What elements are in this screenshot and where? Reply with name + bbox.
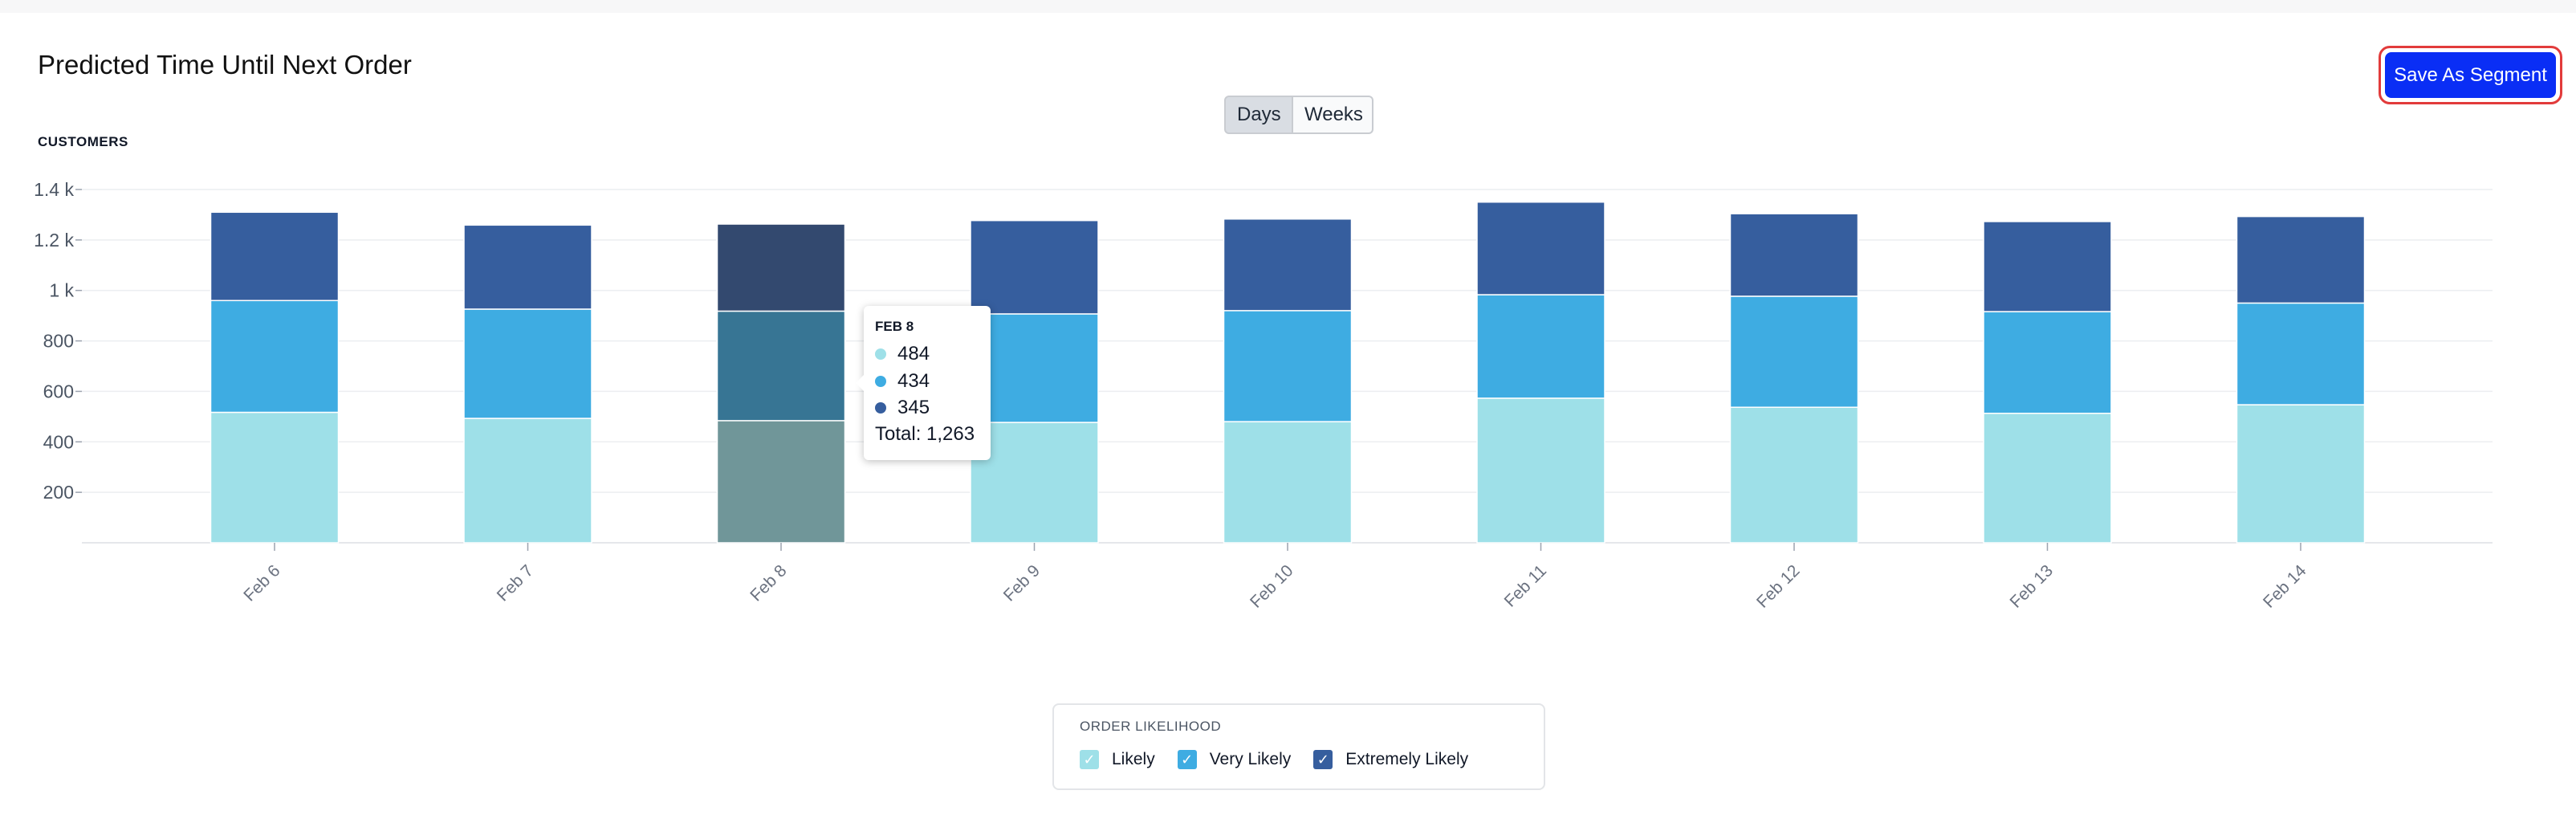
x-tick-label: Feb 12 (1753, 561, 1804, 610)
tooltip-value-extremely-likely: 345 (897, 397, 930, 418)
legend-items: ✓ Likely ✓ Very Likely ✓ Extremely Likel… (1080, 750, 1491, 769)
bar-segment-very-likely[interactable] (463, 308, 592, 419)
legend-item-extremely-likely[interactable]: ✓ Extremely Likely (1313, 750, 1468, 769)
x-tick-label: Feb 8 (747, 561, 790, 605)
top-strip (0, 0, 2576, 13)
bar-segment-extremely-likely[interactable] (1983, 221, 2112, 312)
tooltip-total: Total: 1,263 (875, 423, 975, 445)
tooltip-value-very-likely: 434 (897, 370, 930, 392)
tooltip-dot-extremely-likely (875, 402, 886, 414)
tooltip-dot-very-likely (875, 376, 886, 387)
y-tick-label: 400 (43, 431, 74, 452)
days-toggle-button[interactable]: Days (1224, 96, 1293, 134)
y-tick-label: 1 k (49, 280, 74, 301)
bar-segment-very-likely[interactable] (1223, 310, 1353, 422)
y-tick-label: 800 (43, 331, 74, 352)
bar-segment-likely[interactable] (210, 411, 340, 544)
tooltip-title: FEB 8 (875, 319, 914, 334)
bar-segment-very-likely[interactable] (970, 313, 1099, 423)
bar-segment-very-likely[interactable] (210, 299, 340, 414)
granularity-toggle: Days Weeks (1224, 96, 1373, 134)
bar-segment-likely[interactable] (1729, 406, 1859, 544)
save-as-segment-button[interactable]: Save As Segment (2385, 52, 2556, 98)
bar-segment-extremely-likely[interactable] (463, 224, 592, 310)
legend-label-likely: Likely (1112, 750, 1155, 768)
chart-legend: ORDER LIKELIHOOD ✓ Likely ✓ Very Likely … (1052, 703, 1545, 790)
page-title: Predicted Time Until Next Order (38, 50, 412, 79)
bar-segment-extremely-likely[interactable] (1223, 218, 1353, 312)
bar-segment-extremely-likely[interactable] (1476, 201, 1605, 295)
legend-item-likely[interactable]: ✓ Likely (1080, 750, 1155, 769)
bar-segment-very-likely[interactable] (1476, 294, 1605, 399)
x-tick-label: Feb 11 (1501, 561, 1550, 610)
bar-segment-extremely-likely[interactable] (970, 219, 1099, 315)
x-tick-label: Feb 9 (1000, 561, 1044, 605)
bar-segment-very-likely[interactable] (2236, 302, 2366, 405)
tooltip-dot-likely (875, 348, 886, 360)
bar-segment-very-likely[interactable] (716, 310, 846, 422)
bar-segment-likely[interactable] (970, 422, 1099, 544)
bar-segment-extremely-likely[interactable] (716, 223, 846, 312)
bar-segment-very-likely[interactable] (1729, 295, 1859, 408)
x-tick-label: Feb 10 (1247, 561, 1297, 610)
x-tick-label: Feb 7 (494, 561, 537, 605)
checkbox-icon[interactable]: ✓ (1313, 750, 1333, 769)
x-axis-ticks: Feb 6 Feb 7 Feb 8 Feb 9 Feb 10 Feb 11 Feb 12 Fe… (240, 543, 2310, 610)
checkbox-icon[interactable]: ✓ (1177, 750, 1197, 769)
chart-bars (210, 201, 2366, 544)
y-tick-label: 200 (43, 482, 74, 503)
y-axis-label: CUSTOMERS (38, 134, 128, 149)
bar-segment-likely[interactable] (1223, 421, 1353, 544)
x-tick-label: Feb 13 (2007, 561, 2057, 610)
chart-tooltip: FEB 8 484 434 345 Total: 1,263 (856, 306, 991, 460)
tooltip-row-very-likely: 434 (875, 370, 930, 393)
tooltip-value-likely: 484 (897, 343, 930, 365)
tooltip-row-likely: 484 (875, 343, 930, 365)
bar-segment-extremely-likely[interactable] (1729, 213, 1859, 297)
tooltip-row-extremely-likely: 345 (875, 397, 930, 419)
y-tick-label: 600 (43, 381, 74, 401)
bar-segment-very-likely[interactable] (1983, 311, 2112, 414)
legend-item-very-likely[interactable]: ✓ Very Likely (1177, 750, 1292, 769)
legend-label-extremely-likely: Extremely Likely (1345, 750, 1469, 768)
bar-segment-likely[interactable] (716, 420, 846, 544)
y-tick-label: 1.4 k (34, 179, 74, 200)
checkbox-icon[interactable]: ✓ (1080, 750, 1099, 769)
legend-title: ORDER LIKELIHOOD (1080, 719, 1222, 734)
save-button-focus-ring: Save As Segment (2379, 46, 2562, 104)
bar-segment-likely[interactable] (463, 418, 592, 544)
weeks-toggle-button[interactable]: Weeks (1293, 96, 1373, 134)
x-tick-label: Feb 6 (240, 561, 283, 605)
bar-segment-likely[interactable] (2236, 404, 2366, 544)
bar-segment-extremely-likely[interactable] (2236, 215, 2366, 304)
bar-segment-likely[interactable] (1983, 413, 2112, 544)
legend-label-very-likely: Very Likely (1209, 750, 1292, 768)
x-tick-label: Feb 14 (2260, 561, 2310, 610)
bar-segment-likely[interactable] (1476, 397, 1605, 544)
y-axis-ticks: 200 400 600 800 1 k 1.2 k 1.4 k (34, 179, 82, 503)
y-tick-label: 1.2 k (34, 230, 74, 251)
bar-segment-extremely-likely[interactable] (210, 211, 340, 302)
